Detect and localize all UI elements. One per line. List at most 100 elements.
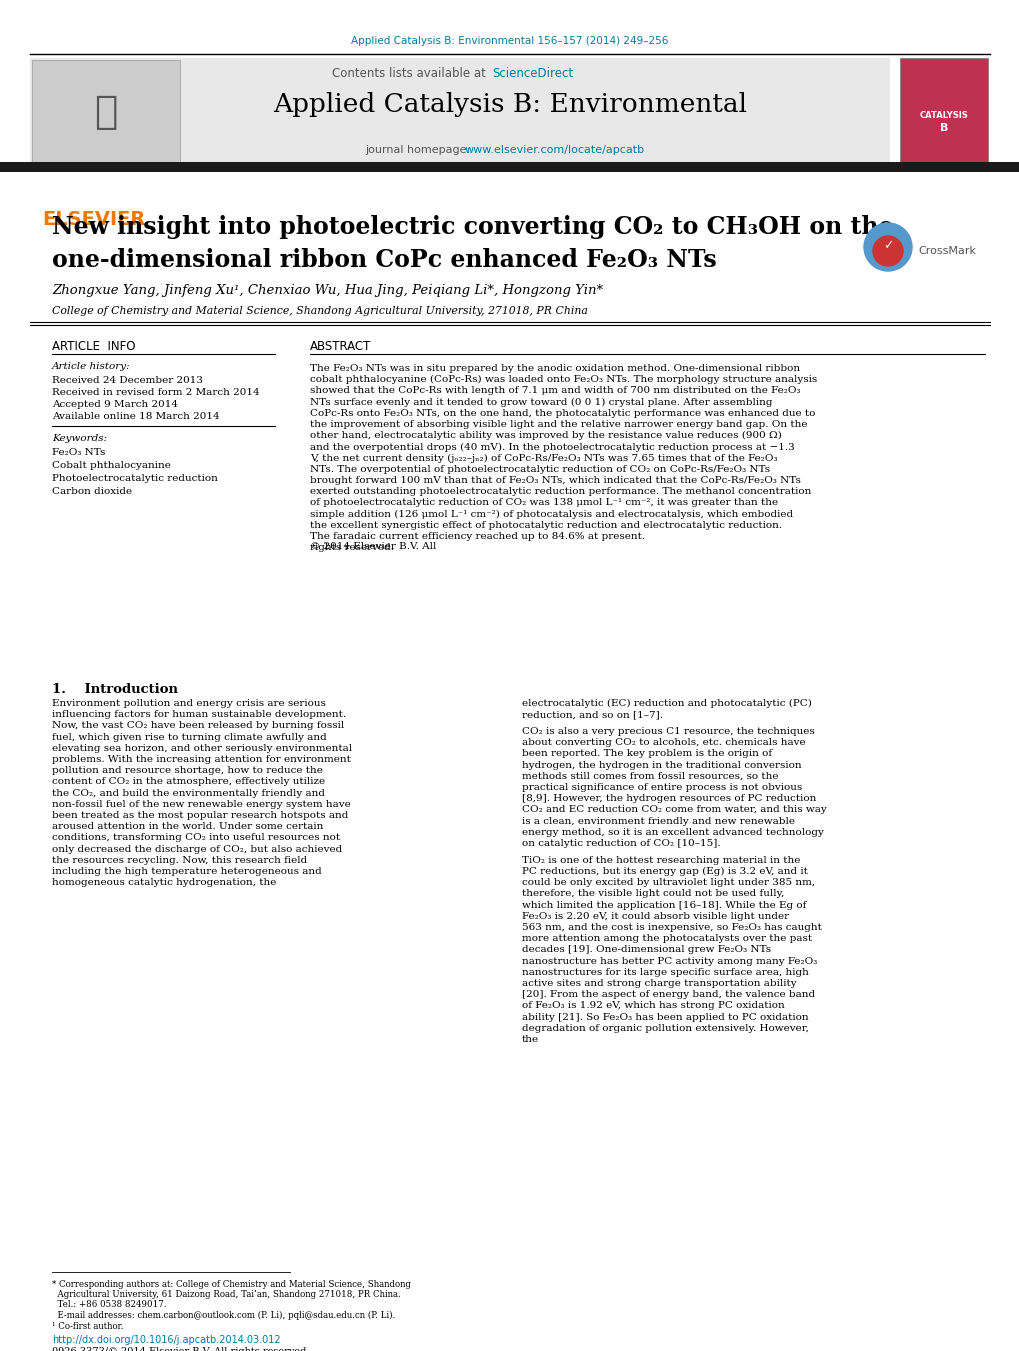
Text: of photoelectrocatalytic reduction of CO₂ was 138 μmol L⁻¹ cm⁻², it was greater : of photoelectrocatalytic reduction of CO… — [310, 499, 777, 508]
Text: brought forward 100 mV than that of Fe₂O₃ NTs, which indicated that the CoPc-Rs/: brought forward 100 mV than that of Fe₂O… — [310, 476, 800, 485]
Text: ScienceDirect: ScienceDirect — [491, 68, 573, 80]
Text: the: the — [522, 1035, 539, 1044]
Text: ARTICLE  INFO: ARTICLE INFO — [52, 340, 136, 353]
Text: Keywords:: Keywords: — [52, 434, 107, 443]
Text: active sites and strong charge transportation ability: active sites and strong charge transport… — [522, 979, 796, 988]
Text: NTs. The overpotential of photoelectrocatalytic reduction of CO₂ on CoPc-Rs/Fe₂O: NTs. The overpotential of photoelectroca… — [310, 465, 769, 474]
Text: ABSTRACT: ABSTRACT — [310, 340, 371, 353]
Text: New insight into photoelectric converting CO₂ to CH₃OH on the: New insight into photoelectric convertin… — [52, 215, 893, 239]
Text: methods still comes from fossil resources, so the: methods still comes from fossil resource… — [522, 771, 777, 781]
Text: the resources recycling. Now, this research field: the resources recycling. Now, this resea… — [52, 855, 307, 865]
Text: about converting CO₂ to alcohols, etc. chemicals have: about converting CO₂ to alcohols, etc. c… — [522, 738, 805, 747]
Text: only decreased the discharge of CO₂, but also achieved: only decreased the discharge of CO₂, but… — [52, 844, 342, 854]
Text: Zhongxue Yang, Jinfeng Xu¹, Chenxiao Wu, Hua Jing, Peiqiang Li*, Hongzong Yin*: Zhongxue Yang, Jinfeng Xu¹, Chenxiao Wu,… — [52, 284, 602, 297]
Text: College of Chemistry and Material Science, Shandong Agricultural University, 271: College of Chemistry and Material Scienc… — [52, 305, 587, 316]
Text: Photoelectrocatalytic reduction: Photoelectrocatalytic reduction — [52, 474, 218, 484]
Text: Applied Catalysis B: Environmental 156–157 (2014) 249–256: Applied Catalysis B: Environmental 156–1… — [351, 36, 668, 46]
Text: Fe₂O₃ NTs: Fe₂O₃ NTs — [52, 449, 105, 457]
Text: degradation of organic pollution extensively. However,: degradation of organic pollution extensi… — [522, 1024, 808, 1032]
Text: Carbon dioxide: Carbon dioxide — [52, 486, 132, 496]
Text: Contents lists available at: Contents lists available at — [332, 68, 489, 80]
Text: conditions, transforming CO₂ into useful resources not: conditions, transforming CO₂ into useful… — [52, 834, 339, 843]
Text: rights reserved.: rights reserved. — [310, 543, 393, 553]
Text: practical significance of entire process is not obvious: practical significance of entire process… — [522, 784, 802, 792]
Text: is a clean, environment friendly and new renewable: is a clean, environment friendly and new… — [522, 816, 794, 825]
Text: 563 nm, and the cost is inexpensive, so Fe₂O₃ has caught: 563 nm, and the cost is inexpensive, so … — [522, 923, 821, 932]
Text: Received in revised form 2 March 2014: Received in revised form 2 March 2014 — [52, 388, 260, 397]
Text: Available online 18 March 2014: Available online 18 March 2014 — [52, 412, 219, 422]
Circle shape — [872, 236, 902, 266]
Text: on catalytic reduction of CO₂ [10–15].: on catalytic reduction of CO₂ [10–15]. — [522, 839, 719, 848]
Text: pollution and resource shortage, how to reduce the: pollution and resource shortage, how to … — [52, 766, 323, 775]
Text: including the high temperature heterogeneous and: including the high temperature heterogen… — [52, 867, 321, 875]
Text: content of CO₂ in the atmosphere, effectively utilize: content of CO₂ in the atmosphere, effect… — [52, 777, 325, 786]
Text: more attention among the photocatalysts over the past: more attention among the photocatalysts … — [522, 934, 811, 943]
Text: aroused attention in the world. Under some certain: aroused attention in the world. Under so… — [52, 823, 323, 831]
Text: E-mail addresses: chem.carbon@outlook.com (P. Li), pqli@sdau.edu.cn (P. Li).: E-mail addresses: chem.carbon@outlook.co… — [52, 1310, 395, 1320]
Text: Now, the vast CO₂ have been released by burning fossil: Now, the vast CO₂ have been released by … — [52, 721, 344, 731]
Text: decades [19]. One-dimensional grew Fe₂O₃ NTs: decades [19]. One-dimensional grew Fe₂O₃… — [522, 946, 770, 954]
Text: reduction, and so on [1–7].: reduction, and so on [1–7]. — [522, 711, 662, 719]
Text: non-fossil fuel of the new renewable energy system have: non-fossil fuel of the new renewable ene… — [52, 800, 351, 809]
Text: elevating sea horizon, and other seriously environmental: elevating sea horizon, and other serious… — [52, 744, 352, 753]
Text: CrossMark: CrossMark — [917, 246, 975, 255]
Text: been reported. The key problem is the origin of: been reported. The key problem is the or… — [522, 750, 771, 758]
Text: * Corresponding authors at: College of Chemistry and Material Science, Shandong: * Corresponding authors at: College of C… — [52, 1279, 411, 1289]
Text: ELSEVIER: ELSEVIER — [42, 209, 146, 230]
Text: exerted outstanding photoelectrocatalytic reduction performance. The methanol co: exerted outstanding photoelectrocatalyti… — [310, 488, 810, 496]
Text: PC reductions, but its energy gap (Eg) is 3.2 eV, and it: PC reductions, but its energy gap (Eg) i… — [522, 867, 807, 877]
Text: Fe₂O₃ is 2.20 eV, it could absorb visible light under: Fe₂O₃ is 2.20 eV, it could absorb visibl… — [522, 912, 789, 921]
Text: Accepted 9 March 2014: Accepted 9 March 2014 — [52, 400, 178, 409]
Text: ¹ Co-first author.: ¹ Co-first author. — [52, 1323, 123, 1331]
Bar — [32, 59, 179, 168]
Text: showed that the CoPc-Rs with length of 7.1 μm and width of 700 nm distributed on: showed that the CoPc-Rs with length of 7… — [310, 386, 800, 396]
Text: 1.    Introduction: 1. Introduction — [52, 684, 178, 696]
Text: problems. With the increasing attention for environment: problems. With the increasing attention … — [52, 755, 351, 765]
Text: homogeneous catalytic hydrogenation, the: homogeneous catalytic hydrogenation, the — [52, 878, 276, 888]
Text: http://dx.doi.org/10.1016/j.apcatb.2014.03.012: http://dx.doi.org/10.1016/j.apcatb.2014.… — [52, 1335, 280, 1346]
Text: ✓: ✓ — [881, 239, 893, 253]
Bar — [30, 58, 890, 170]
Text: CATALYSIS: CATALYSIS — [919, 111, 967, 119]
Text: The Fe₂O₃ NTs was in situ prepared by the anodic oxidation method. One-dimension: The Fe₂O₃ NTs was in situ prepared by th… — [310, 363, 799, 373]
Text: of Fe₂O₃ is 1.92 eV, which has strong PC oxidation: of Fe₂O₃ is 1.92 eV, which has strong PC… — [522, 1001, 784, 1011]
Text: the excellent synergistic effect of photocatalytic reduction and electrocatalyti: the excellent synergistic effect of phot… — [310, 520, 782, 530]
Text: Tel.: +86 0538 8249017.: Tel.: +86 0538 8249017. — [52, 1300, 166, 1309]
Text: therefore, the visible light could not be used fully,: therefore, the visible light could not b… — [522, 889, 784, 898]
Text: ⬛: ⬛ — [94, 93, 117, 131]
Text: Received 24 December 2013: Received 24 December 2013 — [52, 376, 203, 385]
Text: fuel, which given rise to turning climate awfully and: fuel, which given rise to turning climat… — [52, 732, 326, 742]
Text: journal homepage:: journal homepage: — [365, 145, 473, 155]
Text: cobalt phthalocyanine (CoPc-Rs) was loaded onto Fe₂O₃ NTs. The morphology struct: cobalt phthalocyanine (CoPc-Rs) was load… — [310, 376, 816, 384]
Text: Environment pollution and energy crisis are serious: Environment pollution and energy crisis … — [52, 698, 325, 708]
Text: electrocatalytic (EC) reduction and photocatalytic (PC): electrocatalytic (EC) reduction and phot… — [522, 698, 811, 708]
Text: influencing factors for human sustainable development.: influencing factors for human sustainabl… — [52, 711, 345, 719]
Bar — [899, 58, 987, 170]
Text: B: B — [938, 123, 948, 132]
Circle shape — [863, 223, 911, 272]
Text: CO₂ is also a very precious C1 resource, the techniques: CO₂ is also a very precious C1 resource,… — [522, 727, 814, 736]
Text: Agricultural University, 61 Daizong Road, Tai’an, Shandong 271018, PR China.: Agricultural University, 61 Daizong Road… — [52, 1290, 400, 1300]
Text: V, the net current density (jₒ₂₂–jₙ₂) of CoPc-Rs/Fe₂O₃ NTs was 7.65 times that o: V, the net current density (jₒ₂₂–jₙ₂) of… — [310, 454, 776, 463]
Text: and the overpotential drops (40 mV). In the photoelectrocatalytic reduction proc: and the overpotential drops (40 mV). In … — [310, 442, 794, 451]
Text: Cobalt phthalocyanine: Cobalt phthalocyanine — [52, 461, 171, 470]
Text: the CO₂, and build the environmentally friendly and: the CO₂, and build the environmentally f… — [52, 789, 325, 797]
Text: energy method, so it is an excellent advanced technology: energy method, so it is an excellent adv… — [522, 828, 823, 836]
Bar — [0, 162, 1019, 172]
Text: which limited the application [16–18]. While the Eg of: which limited the application [16–18]. W… — [522, 901, 806, 909]
Text: the improvement of absorbing visible light and the relative narrower energy band: the improvement of absorbing visible lig… — [310, 420, 807, 430]
Text: Applied Catalysis B: Environmental: Applied Catalysis B: Environmental — [273, 92, 746, 118]
Text: could be only excited by ultraviolet light under 385 nm,: could be only excited by ultraviolet lig… — [522, 878, 814, 888]
Text: [20]. From the aspect of energy band, the valence band: [20]. From the aspect of energy band, th… — [522, 990, 814, 1000]
Text: TiO₂ is one of the hottest researching material in the: TiO₂ is one of the hottest researching m… — [522, 855, 800, 865]
Text: ability [21]. So Fe₂O₃ has been applied to PC oxidation: ability [21]. So Fe₂O₃ has been applied … — [522, 1013, 808, 1021]
Text: CoPc-Rs onto Fe₂O₃ NTs, on the one hand, the photocatalytic performance was enha: CoPc-Rs onto Fe₂O₃ NTs, on the one hand,… — [310, 409, 814, 417]
Text: CO₂ and EC reduction CO₂ come from water, and this way: CO₂ and EC reduction CO₂ come from water… — [522, 805, 826, 815]
Text: NTs surface evenly and it tended to grow toward (0 0 1) crystal plane. After ass: NTs surface evenly and it tended to grow… — [310, 397, 771, 407]
Text: The faradaic current efficiency reached up to 84.6% at present.
© 2014 Elsevier : The faradaic current efficiency reached … — [310, 532, 644, 551]
Text: been treated as the most popular research hotspots and: been treated as the most popular researc… — [52, 811, 348, 820]
Text: 0926-3373/© 2014 Elsevier B.V. All rights reserved.: 0926-3373/© 2014 Elsevier B.V. All right… — [52, 1347, 309, 1351]
Text: other hand, electrocatalytic ability was improved by the resistance value reduce: other hand, electrocatalytic ability was… — [310, 431, 781, 440]
Text: one-dimensional ribbon CoPc enhanced Fe₂O₃ NTs: one-dimensional ribbon CoPc enhanced Fe₂… — [52, 249, 716, 272]
Text: Article history:: Article history: — [52, 362, 130, 372]
